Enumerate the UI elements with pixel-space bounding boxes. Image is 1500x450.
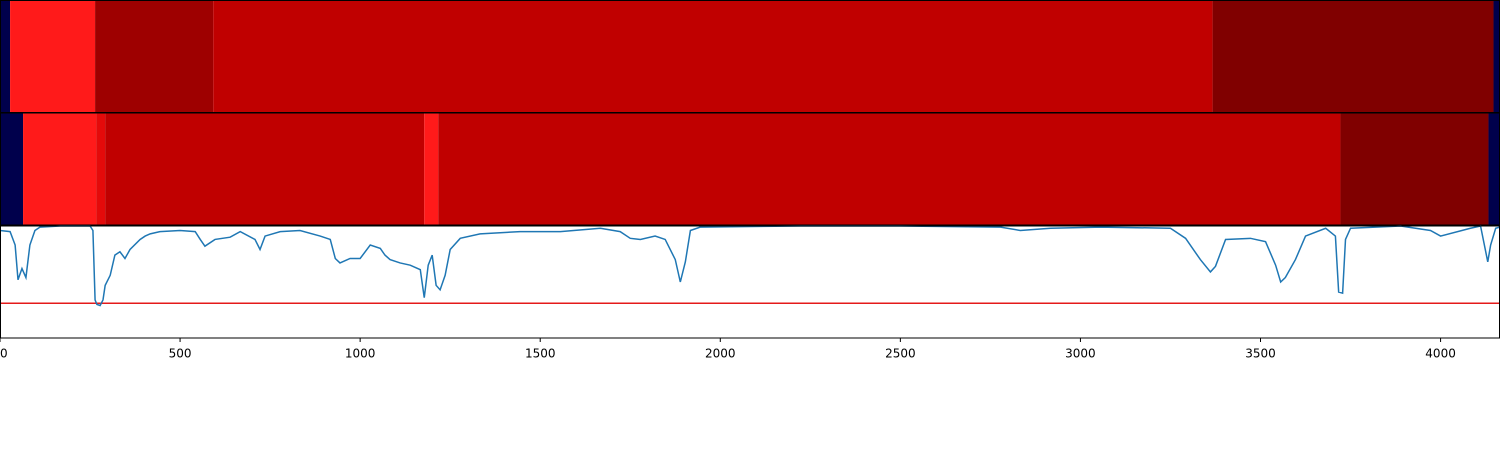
strip-segment [96, 113, 106, 225]
x-tick-label: 1500 [525, 347, 556, 361]
strip-segment [0, 0, 11, 113]
x-tick-label: 4000 [1425, 347, 1456, 361]
line-series [0, 225, 1500, 307]
x-tick-label: 3000 [1065, 347, 1096, 361]
strip-segment [1340, 113, 1489, 225]
strip-segment [10, 0, 96, 113]
strip-segment [424, 113, 439, 225]
strip-segment [1488, 113, 1500, 225]
x-tick-label: 0 [0, 347, 8, 361]
strip-segment [1212, 0, 1494, 113]
strip-segment [438, 113, 1341, 225]
strip-segment [1493, 0, 1500, 113]
strip-segment [95, 0, 214, 113]
x-tick-label: 3500 [1245, 347, 1276, 361]
x-tick-label: 2000 [705, 347, 736, 361]
x-tick-label: 1000 [345, 347, 376, 361]
x-tick-label: 500 [169, 347, 192, 361]
x-tick-label: 2500 [885, 347, 916, 361]
strip-segment [105, 113, 425, 225]
strip-segment [0, 113, 24, 225]
strip-segment [213, 0, 1213, 113]
plot-frame [0, 225, 1500, 339]
strip-segment [23, 113, 97, 225]
